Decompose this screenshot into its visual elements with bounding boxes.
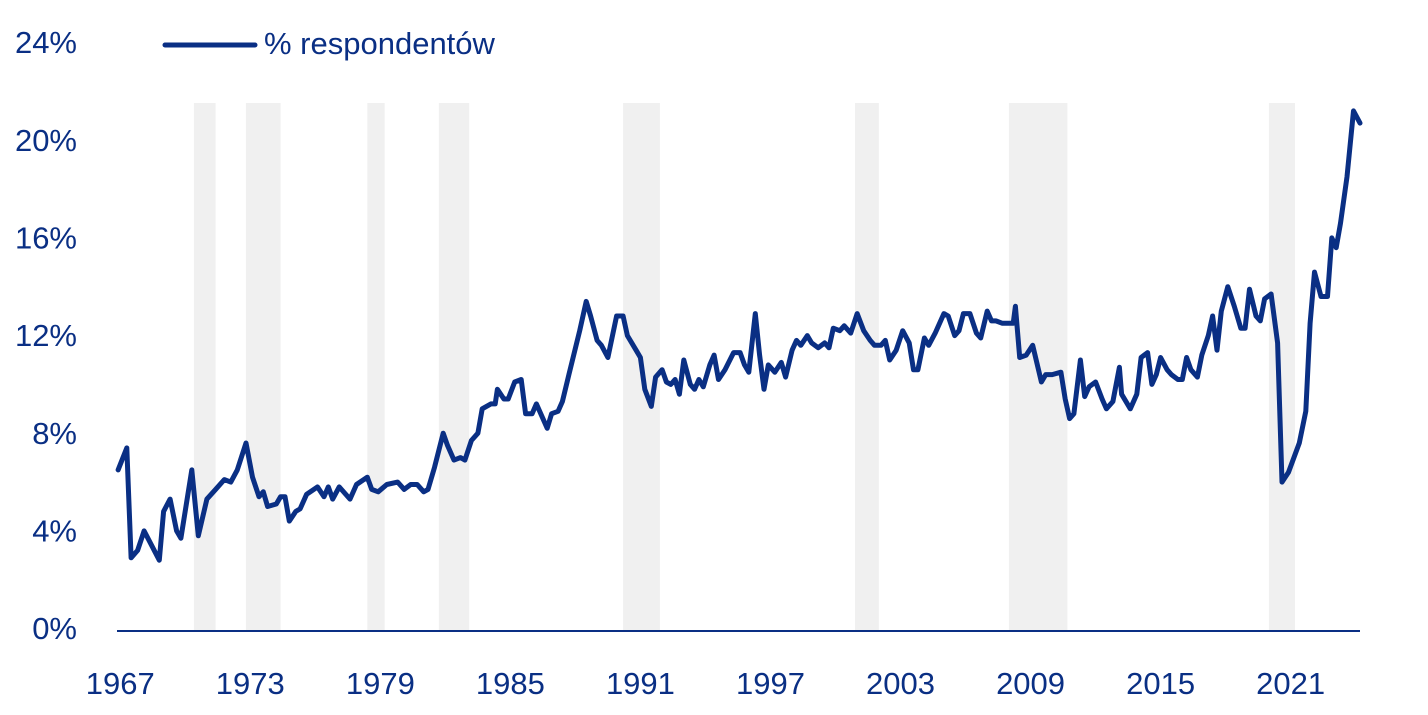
x-tick-label: 1985 xyxy=(476,666,545,701)
x-tick-label: 2021 xyxy=(1256,666,1325,701)
y-tick-label: 0% xyxy=(32,611,77,646)
y-tick-label: 4% xyxy=(32,514,77,549)
recession-band xyxy=(438,103,470,631)
data-line xyxy=(115,108,1363,563)
x-tick-label: 1997 xyxy=(736,666,805,701)
x-tick-label: 1967 xyxy=(86,666,155,701)
x-tick-label: 1973 xyxy=(216,666,285,701)
y-tick-label: 12% xyxy=(15,318,77,353)
recession-band xyxy=(193,103,216,631)
y-tick-label: 20% xyxy=(15,123,77,158)
recession-band xyxy=(1268,103,1295,631)
y-tick-label: 16% xyxy=(15,221,77,256)
x-tick-label: 2009 xyxy=(996,666,1065,701)
x-tick-label: 2003 xyxy=(866,666,935,701)
y-tick-label: 24% xyxy=(15,25,77,60)
recession-band xyxy=(245,103,281,631)
x-tick-label: 2015 xyxy=(1126,666,1195,701)
y-tick-label: 8% xyxy=(32,416,77,451)
legend-label: % respondentów xyxy=(264,26,496,61)
recession-band xyxy=(854,103,879,631)
x-tick-label: 1991 xyxy=(606,666,675,701)
x-tick-label: 1979 xyxy=(346,666,415,701)
recession-band xyxy=(367,103,385,631)
